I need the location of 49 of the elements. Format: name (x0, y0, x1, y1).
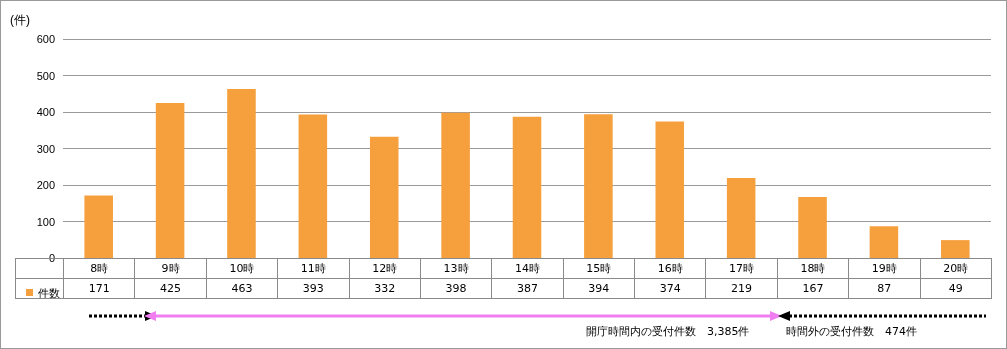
bar (655, 121, 685, 258)
bar (584, 114, 613, 258)
y-tick-label: 100 (36, 215, 55, 228)
bar (441, 112, 470, 258)
x-tick-label: 18時 (777, 258, 849, 279)
data-label: 171 (63, 278, 135, 299)
y-tick-label: 500 (36, 69, 55, 82)
x-tick-label: 12時 (349, 258, 421, 279)
data-label: 49 (920, 278, 992, 299)
x-tick-label: 15時 (563, 258, 635, 279)
text: 時間外の受付件数 474件 (786, 324, 917, 339)
data-label: 87 (848, 278, 920, 299)
data-label: 463 (206, 278, 278, 299)
x-tick-label: 14時 (491, 258, 564, 279)
bar (298, 114, 328, 258)
y-tick-label: 300 (36, 142, 55, 155)
bar (869, 226, 899, 258)
data-label: 219 (705, 278, 778, 299)
data-label: 394 (563, 278, 635, 299)
data-label: 332 (349, 278, 421, 299)
bar (512, 116, 542, 258)
x-tick-label: 11時 (277, 258, 349, 279)
data-label: 393 (277, 278, 349, 299)
y-tick-label: 600 (36, 33, 55, 45)
bar (369, 136, 399, 258)
x-tick-label: 20時 (920, 258, 992, 279)
x-tick-label: 16時 (634, 258, 706, 279)
bar (726, 178, 756, 258)
data-label: 398 (420, 278, 492, 299)
x-tick-label: 19時 (848, 258, 920, 279)
bar (84, 195, 113, 258)
y-axis-title: (件) (10, 13, 30, 27)
data-label: 374 (634, 278, 706, 299)
x-tick-label: 8時 (63, 258, 135, 279)
x-tick-label: 9時 (134, 258, 207, 279)
data-label: 387 (491, 278, 564, 299)
x-tick-label: 10時 (206, 258, 278, 279)
data-label: 167 (777, 278, 849, 299)
y-tick-label: 400 (36, 106, 55, 118)
legend-label: 件数 (38, 286, 60, 299)
data-label: 425 (134, 278, 207, 299)
text: 開庁時間内の受付件数 3,385件 (586, 324, 750, 339)
y-tick-label: 200 (36, 179, 55, 191)
x-tick-label: 13時 (420, 258, 492, 279)
bar (227, 89, 256, 258)
bar (798, 197, 827, 258)
bar (941, 240, 970, 258)
bar (155, 102, 185, 258)
x-tick-label: 17時 (705, 258, 778, 279)
